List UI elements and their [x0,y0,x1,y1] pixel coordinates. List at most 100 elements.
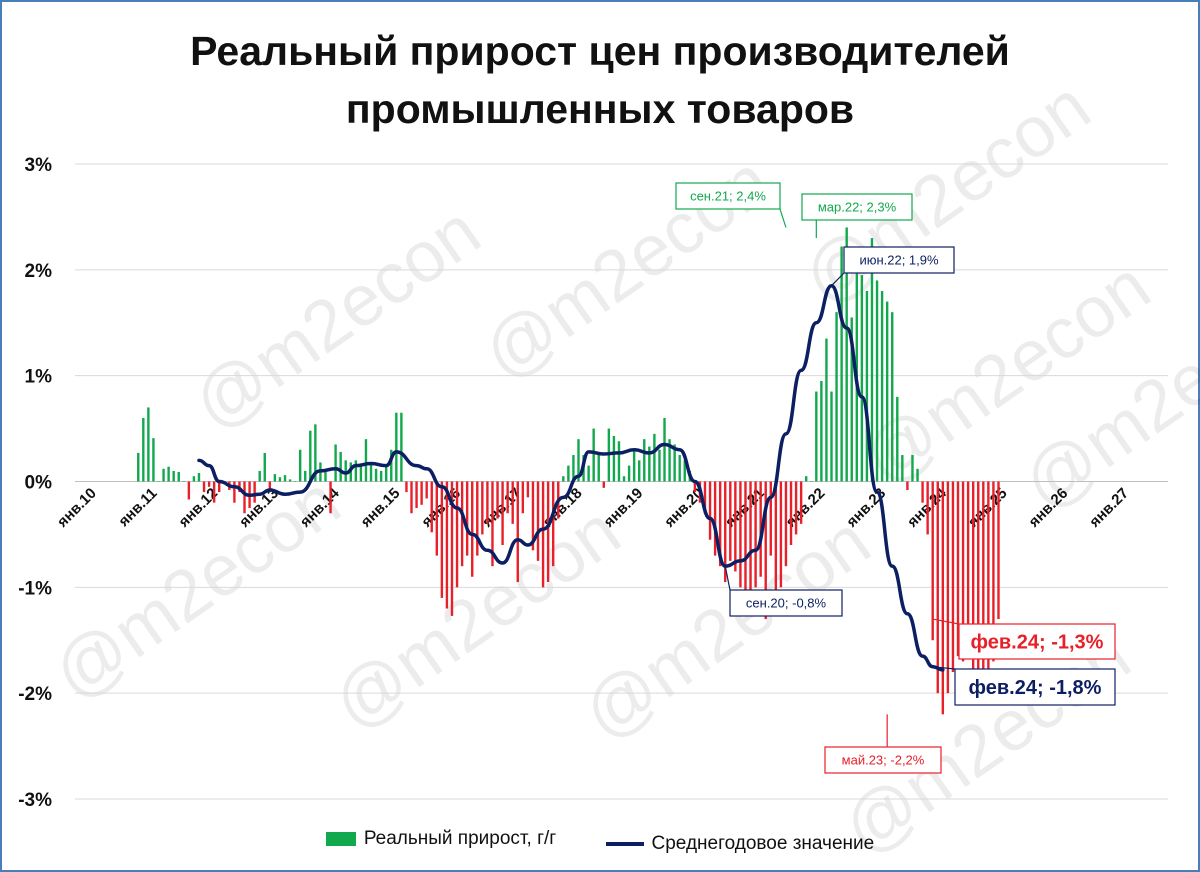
bar [870,238,874,482]
legend: Реальный прирост, г/г Среднегодовое знач… [2,828,1198,855]
data-label: фев.24; -1,8% [969,677,1102,699]
legend-swatch-line [605,842,644,846]
bar [946,481,950,694]
data-label: сен.20; -0,8% [746,596,827,611]
bar [754,481,757,588]
bar [258,470,261,482]
callout-leader [932,618,960,625]
y-tick-label: 0% [25,473,53,494]
bar [562,476,565,482]
chart-title: Реальный прирост цен производителей пром… [2,22,1198,138]
bar [911,455,914,482]
bar [435,481,439,556]
bar [880,291,884,482]
bar [192,476,196,482]
bar [142,418,145,482]
bar [430,481,433,533]
bar [577,439,580,482]
bar [744,481,747,604]
bar [167,466,170,482]
bar [572,455,575,482]
data-label: май.23; -2,2% [842,753,925,768]
bar [460,481,464,567]
bar [471,481,474,577]
bar [673,444,676,482]
bar [921,481,924,503]
bar [541,481,545,588]
data-label: сен.21; 2,4% [690,189,766,204]
bar [956,481,960,657]
bar [820,380,823,482]
bar [182,481,185,482]
bar [632,449,636,482]
bar [526,481,530,498]
bar [663,418,666,482]
bar [992,481,995,662]
bar [551,481,555,567]
x-tick-label: янв.11 [115,485,160,530]
y-tick-label: 1% [25,367,53,388]
bar [278,477,282,482]
bar [977,481,980,699]
bar [137,452,140,482]
bar [440,481,444,598]
bar [233,481,236,503]
x-tick-label: янв.10 [54,485,100,531]
y-tick-label: -1% [18,578,52,599]
bar [951,481,955,672]
bar [298,449,302,482]
bar [799,481,803,524]
callout-leader [831,272,845,287]
chart-title-line-2: промышленных товаров [345,86,855,132]
bar [450,481,454,616]
bar [339,451,342,482]
bar [713,481,717,556]
bar [253,481,256,503]
bar [202,481,206,493]
bar [293,481,297,482]
bar [643,439,646,482]
bar [521,481,525,514]
bar [810,481,813,482]
bar [966,481,970,641]
bar [334,444,337,482]
bar [875,280,879,482]
bar [147,407,150,482]
bar [638,460,641,482]
chart-title-line-1: Реальный прирост цен производителей [190,28,1010,74]
bar [410,481,413,514]
bar [309,430,312,482]
x-tick-label: янв.18 [540,485,586,531]
bar [374,468,378,482]
bar [243,481,246,514]
bar [268,481,272,493]
bar [172,470,175,482]
x-tick-label: янв.26 [1025,485,1071,531]
bar [668,439,671,482]
y-tick-label: 2% [25,261,53,282]
bar [486,481,489,524]
bar [627,465,631,482]
data-label: июн.22; 1,9% [859,253,939,268]
bar [546,481,550,583]
callout-box [958,623,1116,660]
bar [288,479,292,482]
x-tick-label: янв.19 [600,485,646,531]
bar [891,312,894,482]
y-tick-label: -3% [18,790,52,811]
bar [982,481,985,678]
bar [359,465,363,482]
bar [314,424,317,482]
x-tick-label: янв.15 [358,485,404,531]
bar [825,338,828,482]
bar [622,476,626,482]
bar [835,312,838,482]
bar [197,473,201,482]
bar [207,481,211,487]
bar [850,317,853,482]
bar [385,465,388,482]
bar [536,481,540,561]
bar [885,301,889,482]
